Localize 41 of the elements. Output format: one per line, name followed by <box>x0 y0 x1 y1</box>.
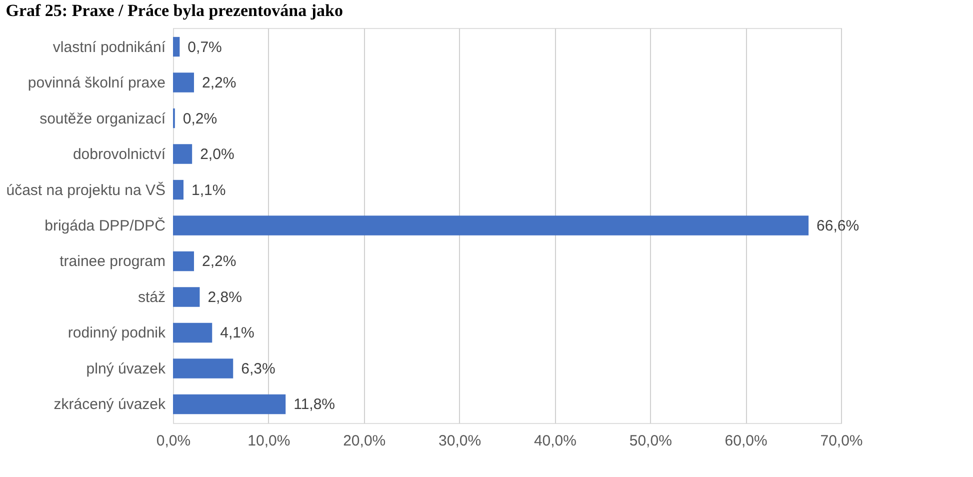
data-label: 2,8% <box>208 288 242 306</box>
data-label: 6,3% <box>241 360 276 378</box>
data-label: 0,2% <box>182 110 218 128</box>
x-tick-label: 30,0% <box>438 432 482 450</box>
y-tick-label: vlastní podnikání <box>52 38 166 56</box>
y-tick-label: dobrovolnictví <box>72 146 166 164</box>
data-label: 11,8% <box>294 396 336 414</box>
data-label: 2,2% <box>202 253 236 270</box>
data-label: 66,6% <box>816 218 860 234</box>
y-tick-label: povinná školní praxe <box>28 74 166 92</box>
bar <box>173 251 194 272</box>
x-tick-label: 60,0% <box>724 432 768 450</box>
data-label: 2,2% <box>202 74 236 92</box>
y-tick-label: soutěže organizací <box>40 110 166 128</box>
y-tick-label: trainee program <box>60 253 166 270</box>
bar <box>173 394 286 414</box>
bar <box>173 36 180 57</box>
x-tick-label: 10,0% <box>248 432 290 450</box>
data-label: 4,1% <box>220 324 254 342</box>
x-tick-label: 20,0% <box>343 432 386 450</box>
y-tick-label: zkrácený úvazek <box>54 396 166 414</box>
y-tick-label: účast na projektu na VŠ <box>6 180 166 199</box>
y-tick-label: rodinný podnik <box>68 324 166 342</box>
x-tick-label: 50,0% <box>629 432 672 450</box>
x-tick-label: 70,0% <box>820 432 863 450</box>
y-tick-label: brigáda DPP/DPČ <box>44 216 166 234</box>
bar <box>173 358 234 378</box>
data-label: 1,1% <box>191 182 226 199</box>
bar <box>173 322 212 343</box>
bar <box>173 287 200 307</box>
bar <box>173 72 194 92</box>
data-label: 0,7% <box>188 38 222 56</box>
chart-title: Graf 25: Praxe / Práce byla prezentována jako <box>6 1 343 20</box>
bar <box>173 144 192 164</box>
bar <box>173 180 184 200</box>
x-tick-label: 0,0% <box>156 432 191 450</box>
y-tick-label: plný úvazek <box>86 360 166 378</box>
y-tick-label: stáž <box>138 288 166 306</box>
bar <box>173 216 809 236</box>
x-tick-label: 40,0% <box>534 432 576 450</box>
data-label: 2,0% <box>200 146 234 164</box>
